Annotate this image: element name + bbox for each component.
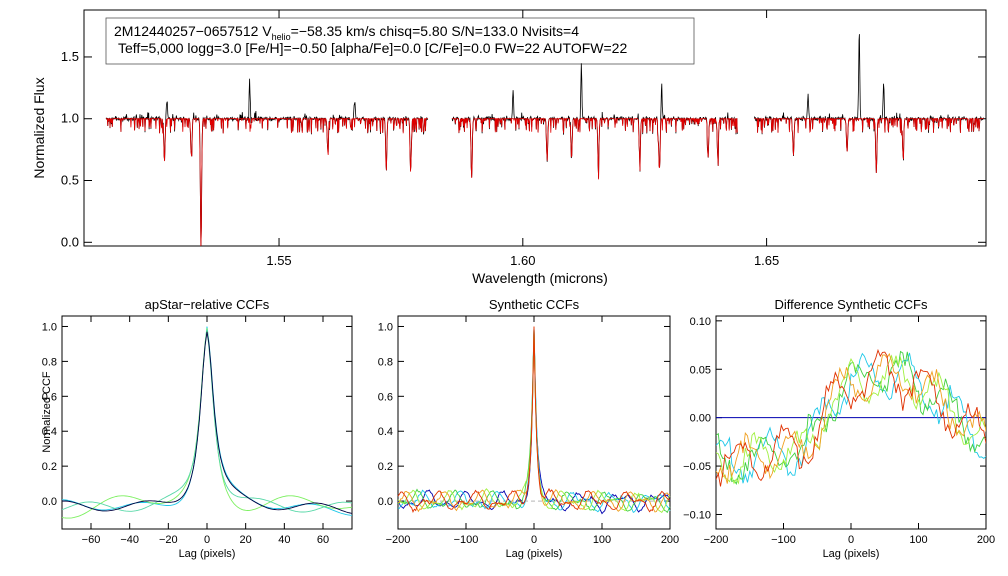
spectrum-x-tick-label: 1.65 — [754, 253, 779, 268]
apstar-ccf-line-visit-2 — [61, 328, 353, 519]
difference-ccf-y-tick-label: 0.00 — [690, 413, 711, 425]
model-spectrum-chip-1 — [105, 117, 428, 246]
difference-ccf-line-visit-2 — [716, 350, 986, 486]
difference-ccf-panel: Difference Synthetic CCFs Lag (pixels) −… — [683, 297, 995, 560]
spectrum-frame — [83, 9, 987, 247]
spectrum-y-tick-label: 0.5 — [61, 173, 79, 188]
difference-ccf-x-label: Lag (pixels) — [823, 548, 880, 560]
apstar-ccf-y-tick-label: 0.2 — [42, 461, 57, 473]
model-spectrum-chip-2 — [452, 117, 738, 180]
synthetic-ccf-x-tick-label: −200 — [386, 534, 411, 546]
synthetic-ccf-line-visit-3 — [397, 326, 671, 514]
synthetic-ccf-panel: Synthetic CCFs Lag (pixels) −200 −100 0 100… — [378, 297, 679, 560]
difference-ccf-line-visit-3 — [716, 354, 986, 485]
apstar-ccf-x-tick-label: 20 — [240, 534, 252, 546]
difference-ccf-line-visit-5 — [716, 348, 986, 487]
apstar-ccf-y-tick-label: 0.4 — [42, 426, 57, 438]
difference-ccf-frame — [715, 315, 987, 530]
spectrum-x-tick-label: 1.55 — [266, 253, 291, 268]
synthetic-ccf-y-tick-label: 0.0 — [378, 496, 393, 508]
info-line-2: Teff=5,000 logg=3.0 [Fe/H]=−0.50 [alpha/… — [118, 40, 627, 56]
synthetic-ccf-y-tick-label: 0.2 — [378, 461, 393, 473]
info-box — [105, 17, 695, 65]
model-spectrum-chip-3 — [754, 117, 984, 174]
synthetic-ccf-y-tick-label: 0.8 — [378, 356, 393, 368]
spectrum-y-tick-label: 1.5 — [61, 49, 79, 64]
difference-ccf-x-tick-label: 100 — [909, 534, 927, 546]
synthetic-ccf-x-label: Lag (pixels) — [506, 548, 563, 560]
apstar-ccf-line-visit-3 — [61, 329, 353, 513]
synthetic-ccf-line-visit-5 — [397, 326, 671, 513]
apstar-ccf-x-tick-label: −40 — [120, 534, 139, 546]
synthetic-ccf-line-visit-2 — [397, 326, 671, 514]
observed-spectrum-chip-3 — [754, 34, 984, 173]
apstar-ccf-frame — [61, 315, 353, 530]
difference-ccf-y-tick-label: −0.05 — [683, 461, 711, 473]
synthetic-ccf-title: Synthetic CCFs — [489, 297, 580, 312]
spectrum-y-label: Normalized Flux — [31, 77, 47, 178]
spectrum-panel: 2M12440257−0657512 Vhelio=−58.35 km/s ch… — [31, 9, 987, 286]
apstar-ccf-x-tick-label: 60 — [317, 534, 329, 546]
synthetic-ccf-x-tick-label: 200 — [661, 534, 679, 546]
synthetic-ccf-y-tick-label: 0.4 — [378, 426, 393, 438]
apstar-ccf-panel: apStar−relative CCFs Lag (pixels) Normal… — [41, 297, 353, 560]
apstar-ccf-y-tick-label: 0.8 — [42, 356, 57, 368]
apstar-ccf-x-tick-label: −20 — [159, 534, 178, 546]
synthetic-ccf-x-tick-label: −100 — [454, 534, 479, 546]
observed-spectrum-chip-1 — [105, 78, 429, 246]
apstar-ccf-x-label: Lag (pixels) — [179, 548, 236, 560]
spectrum-y-tick-label: 0.0 — [61, 234, 79, 249]
synthetic-ccf-y-tick-label: 0.6 — [378, 391, 393, 403]
synthetic-ccf-line-visit-4 — [397, 326, 671, 514]
difference-ccf-line-visit-4 — [716, 352, 986, 484]
difference-ccf-x-tick-label: −100 — [771, 534, 796, 546]
apstar-ccf-x-tick-label: −60 — [82, 534, 101, 546]
difference-ccf-title: Difference Synthetic CCFs — [775, 297, 928, 312]
difference-ccf-x-tick-label: 0 — [848, 534, 854, 546]
apstar-ccf-x-tick-label: 40 — [278, 534, 290, 546]
difference-ccf-y-tick-label: −0.10 — [683, 509, 711, 521]
difference-ccf-y-tick-label: 0.05 — [690, 364, 711, 376]
spectrum-x-label: Wavelength (microns) — [472, 270, 608, 286]
apstar-ccf-y-tick-label: 0.0 — [42, 496, 57, 508]
synthetic-ccf-line-visit-1 — [397, 326, 671, 515]
apstar-ccf-y-tick-label: 1.0 — [42, 321, 57, 333]
synthetic-ccf-line-visit-6 — [397, 326, 671, 513]
difference-ccf-y-tick-label: 0.10 — [690, 316, 711, 328]
spectrum-y-tick-label: 1.0 — [61, 111, 79, 126]
difference-ccf-x-tick-label: −200 — [704, 534, 729, 546]
apstar-ccf-y-label: Normalized CCF — [41, 371, 53, 453]
apstar-ccf-title: apStar−relative CCFs — [145, 297, 270, 312]
info-line-1: 2M12440257−0657512 Vhelio=−58.35 km/s ch… — [114, 23, 579, 42]
synthetic-ccf-y-tick-label: 1.0 — [378, 321, 393, 333]
synthetic-ccf-x-tick-label: 0 — [531, 534, 537, 546]
difference-ccf-x-tick-label: 200 — [977, 534, 995, 546]
synthetic-ccf-x-tick-label: 100 — [593, 534, 611, 546]
spectrum-x-tick-label: 1.60 — [510, 253, 535, 268]
apstar-ccf-x-tick-label: 0 — [204, 534, 210, 546]
apstar-ccf-line-visit-1 — [61, 326, 353, 516]
apstar-ccf-line-combined — [62, 331, 353, 514]
apstar-ccf-y-tick-label: 0.6 — [42, 391, 57, 403]
